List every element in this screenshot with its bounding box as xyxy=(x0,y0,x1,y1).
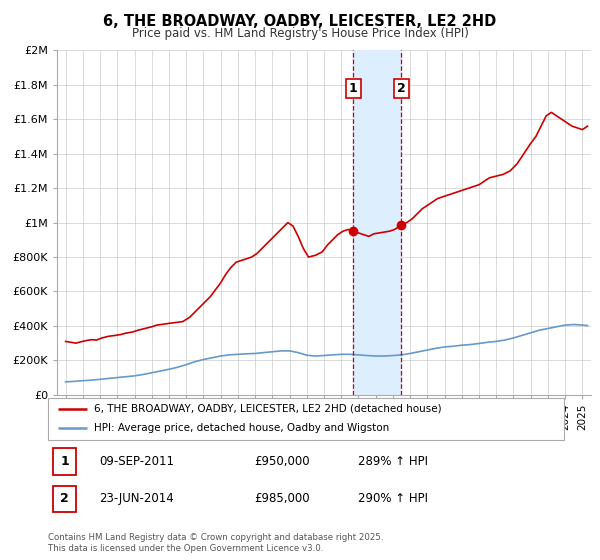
Text: 09-SEP-2011: 09-SEP-2011 xyxy=(100,455,175,468)
Text: 289% ↑ HPI: 289% ↑ HPI xyxy=(358,455,428,468)
Text: Price paid vs. HM Land Registry's House Price Index (HPI): Price paid vs. HM Land Registry's House … xyxy=(131,27,469,40)
Text: 290% ↑ HPI: 290% ↑ HPI xyxy=(358,492,428,505)
Text: HPI: Average price, detached house, Oadby and Wigston: HPI: Average price, detached house, Oadb… xyxy=(94,423,389,433)
Text: 2: 2 xyxy=(61,492,69,505)
Text: 1: 1 xyxy=(349,82,358,95)
FancyBboxPatch shape xyxy=(53,449,76,474)
FancyBboxPatch shape xyxy=(48,398,564,440)
Text: 23-JUN-2014: 23-JUN-2014 xyxy=(100,492,175,505)
FancyBboxPatch shape xyxy=(53,486,76,512)
Bar xyxy=(353,50,401,395)
Text: £950,000: £950,000 xyxy=(254,455,310,468)
Text: Contains HM Land Registry data © Crown copyright and database right 2025.
This d: Contains HM Land Registry data © Crown c… xyxy=(48,533,383,553)
Text: 6, THE BROADWAY, OADBY, LEICESTER, LE2 2HD: 6, THE BROADWAY, OADBY, LEICESTER, LE2 2… xyxy=(103,14,497,29)
Text: 1: 1 xyxy=(61,455,69,468)
Text: £985,000: £985,000 xyxy=(254,492,310,505)
Text: 2: 2 xyxy=(397,82,406,95)
Text: 6, THE BROADWAY, OADBY, LEICESTER, LE2 2HD (detached house): 6, THE BROADWAY, OADBY, LEICESTER, LE2 2… xyxy=(94,404,442,414)
